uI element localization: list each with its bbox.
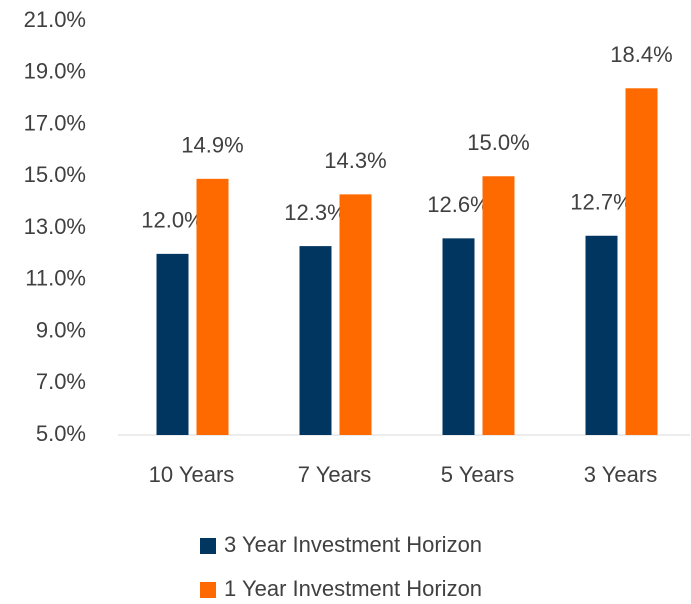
- bar: [299, 246, 332, 435]
- legend-label: 3 Year Investment Horizon: [224, 532, 482, 557]
- bar: [339, 194, 372, 435]
- legend-label: 1 Year Investment Horizon: [224, 576, 482, 601]
- data-label: 14.3%: [324, 148, 386, 173]
- y-tick-label: 9.0%: [36, 317, 86, 342]
- legend-swatch: [200, 582, 216, 598]
- x-tick-label: 10 Years: [149, 462, 235, 487]
- bar: [442, 238, 475, 435]
- y-tick-label: 15.0%: [24, 162, 86, 187]
- y-tick-label: 19.0%: [24, 59, 86, 84]
- y-tick-label: 5.0%: [36, 421, 86, 446]
- y-tick-label: 7.0%: [36, 369, 86, 394]
- bar: [585, 235, 618, 435]
- bar: [196, 178, 229, 435]
- x-tick-label: 7 Years: [298, 462, 371, 487]
- data-label: 18.4%: [610, 42, 672, 67]
- bar: [156, 253, 189, 435]
- y-tick-label: 17.0%: [24, 110, 86, 135]
- data-label: 12.6%: [427, 192, 489, 217]
- data-label: 12.3%: [284, 200, 346, 225]
- x-tick-label: 5 Years: [441, 462, 514, 487]
- data-label: 12.0%: [141, 208, 203, 233]
- y-tick-label: 21.0%: [24, 7, 86, 32]
- data-label: 14.9%: [181, 133, 243, 158]
- legend-swatch: [200, 538, 216, 554]
- y-tick-label: 13.0%: [24, 214, 86, 239]
- x-tick-label: 3 Years: [584, 462, 657, 487]
- data-label: 15.0%: [467, 130, 529, 155]
- data-label: 12.7%: [570, 190, 632, 215]
- bar: [482, 176, 515, 435]
- bar: [625, 88, 658, 436]
- y-tick-label: 11.0%: [25, 266, 86, 291]
